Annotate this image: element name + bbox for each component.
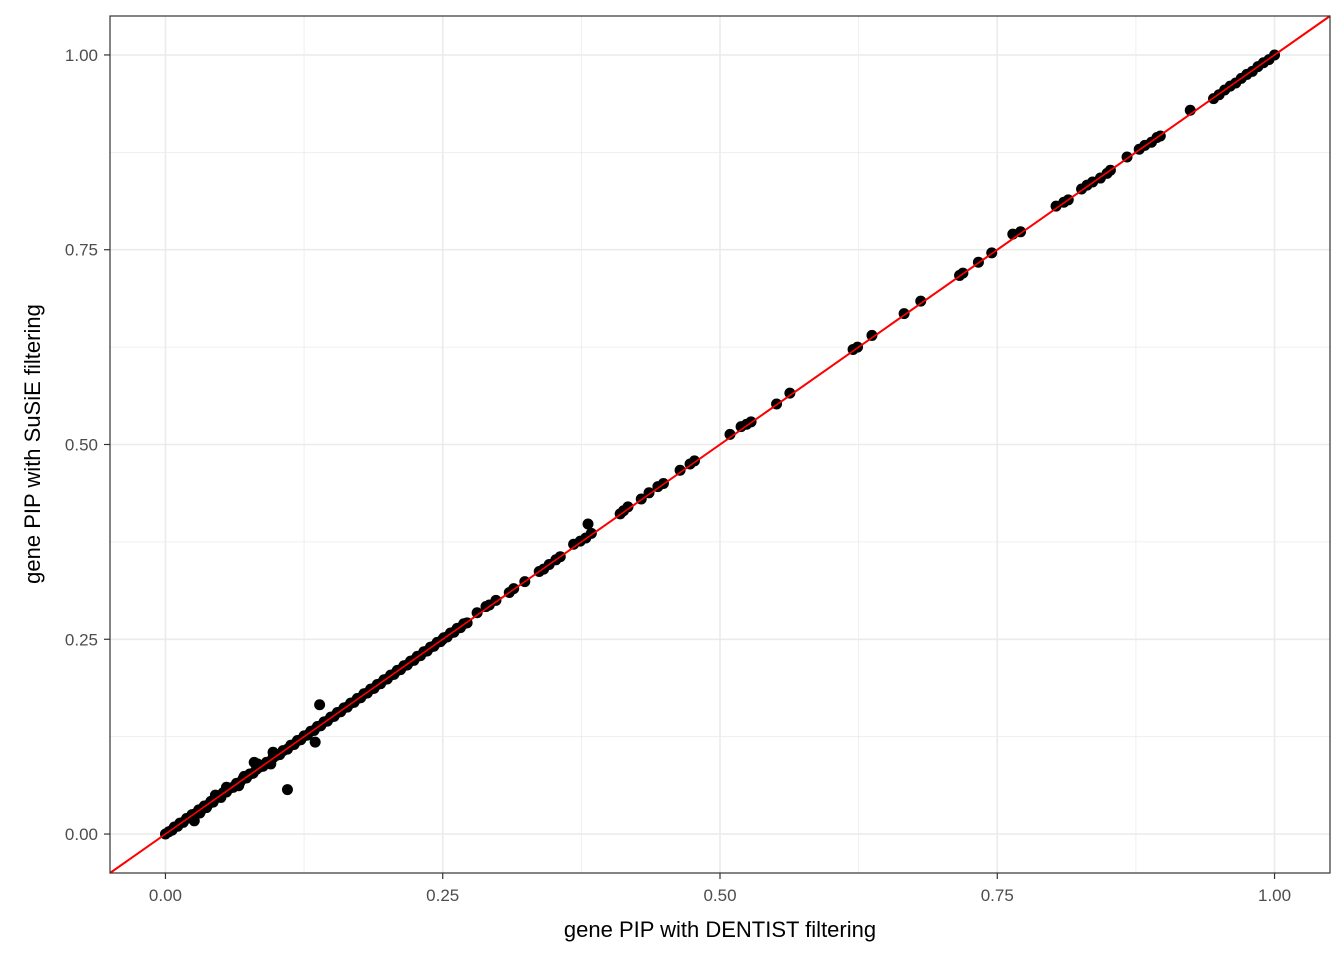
- x-tick-label: 1.00: [1258, 886, 1291, 905]
- data-point: [915, 295, 927, 307]
- data-point: [582, 518, 594, 530]
- data-point: [238, 770, 250, 782]
- data-point: [622, 501, 634, 513]
- y-axis-title: gene PIP with SuSiE filtering: [20, 304, 45, 584]
- data-point: [267, 746, 279, 758]
- data-point: [200, 802, 212, 814]
- data-point: [471, 607, 483, 619]
- data-point: [281, 784, 293, 796]
- data-point: [188, 815, 200, 827]
- x-tick-label: 0.25: [426, 886, 459, 905]
- x-tick-label: 0.50: [703, 886, 736, 905]
- data-point: [309, 736, 321, 748]
- data-point: [252, 758, 264, 770]
- x-tick-label: 0.75: [981, 886, 1014, 905]
- y-tick-label: 0.00: [65, 825, 98, 844]
- x-tick-label: 0.00: [149, 886, 182, 905]
- grid: [110, 16, 1330, 873]
- data-point: [724, 428, 736, 440]
- data-point: [866, 329, 878, 341]
- data-point: [674, 464, 686, 476]
- data-point: [314, 699, 326, 711]
- data-point: [233, 780, 245, 792]
- y-axis: 0.00 0.25 0.50 0.75 1.00: [65, 46, 110, 844]
- points-layer: [109, 15, 1331, 874]
- y-tick-label: 0.25: [65, 630, 98, 649]
- y-tick-label: 0.50: [65, 436, 98, 455]
- y-tick-label: 1.00: [65, 46, 98, 65]
- data-point: [215, 791, 227, 803]
- y-tick-label: 0.75: [65, 241, 98, 260]
- data-point: [784, 387, 796, 399]
- x-axis: 0.00 0.25 0.50 0.75 1.00: [149, 873, 1291, 905]
- x-axis-title: gene PIP with DENTIST filtering: [564, 917, 876, 942]
- identity-line-overlay: [109, 15, 1331, 874]
